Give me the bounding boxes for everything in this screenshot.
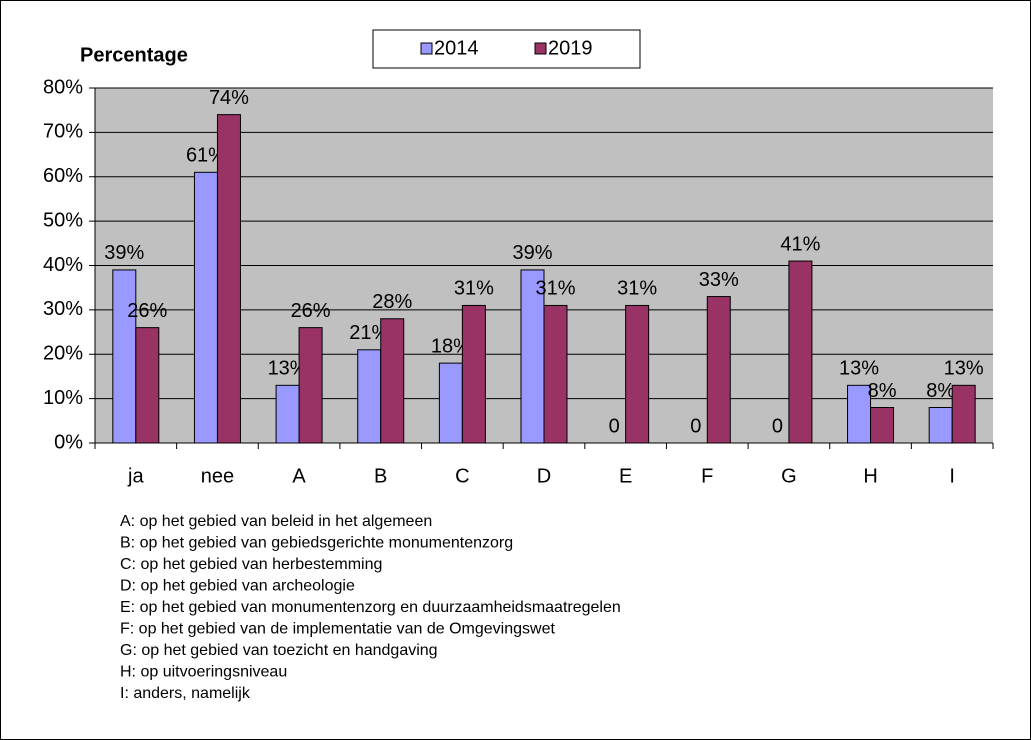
bar	[112, 269, 137, 444]
x-tick-label: C	[455, 465, 469, 487]
value-label: 41%	[780, 233, 820, 255]
note: A: op het gebied van beleid in het algem…	[120, 513, 432, 530]
bar	[380, 318, 405, 444]
legend-swatch	[420, 42, 433, 55]
y-tick-label: 80%	[43, 76, 83, 98]
legend-swatch	[534, 42, 547, 55]
y-tick-label: 10%	[43, 387, 83, 409]
y-axis-title: Percentage	[80, 44, 188, 66]
value-label: 0	[772, 415, 783, 437]
value-label: 74%	[209, 87, 249, 109]
value-label: 13%	[839, 358, 879, 380]
bar	[870, 407, 895, 444]
value-label: 31%	[617, 278, 657, 300]
note: F: op het gebied van de implementatie va…	[120, 621, 555, 638]
bar	[216, 114, 241, 444]
bar	[357, 349, 382, 444]
y-tick-label: 30%	[43, 298, 83, 320]
bar	[788, 260, 813, 444]
bar	[461, 304, 486, 444]
bar	[298, 327, 323, 444]
value-label: 26%	[291, 300, 331, 322]
legend-label: 2014	[434, 37, 479, 59]
y-tick-label: 50%	[43, 209, 83, 231]
x-tick-label: B	[374, 465, 387, 487]
x-tick-label: E	[619, 465, 632, 487]
x-tick-label: A	[292, 465, 306, 487]
bar	[543, 304, 568, 444]
value-label: 39%	[512, 242, 552, 264]
x-tick-label: H	[863, 465, 877, 487]
bar	[951, 384, 976, 444]
value-label: 13%	[944, 358, 984, 380]
y-tick-label: 20%	[43, 343, 83, 365]
x-tick-label: ja	[127, 465, 144, 487]
x-tick-label: I	[949, 465, 955, 487]
y-tick-label: 40%	[43, 254, 83, 276]
legend	[372, 29, 641, 69]
note: G: op het gebied van toezicht en handgav…	[120, 642, 438, 659]
value-label: 13%	[268, 358, 308, 380]
value-label: 8%	[926, 380, 955, 402]
bar	[438, 362, 463, 444]
note: C: op het gebied van herbestemming	[120, 556, 382, 573]
value-label: 0	[690, 415, 701, 437]
value-label: 31%	[535, 278, 575, 300]
bar	[193, 171, 218, 444]
bar	[135, 327, 160, 444]
x-tick-label: G	[781, 465, 797, 487]
x-tick-label: F	[701, 465, 713, 487]
note: E: op het gebied van monumentenzorg en d…	[120, 599, 621, 616]
bar	[625, 304, 650, 444]
value-label: 28%	[372, 291, 412, 313]
bar	[706, 296, 731, 444]
value-label: 33%	[699, 269, 739, 291]
value-label: 61%	[186, 145, 226, 167]
y-tick-label: 0%	[54, 431, 83, 453]
note: H: op uitvoeringsniveau	[120, 664, 287, 681]
note: D: op het gebied van archeologie	[120, 578, 355, 595]
value-label: 31%	[454, 278, 494, 300]
value-label: 0	[609, 415, 620, 437]
x-tick-label: nee	[201, 465, 234, 487]
value-label: 21%	[349, 322, 389, 344]
value-label: 8%	[868, 380, 897, 402]
y-tick-label: 70%	[43, 121, 83, 143]
legend-label: 2019	[548, 37, 593, 59]
value-label: 39%	[104, 242, 144, 264]
note: B: op het gebied van gebiedsgerichte mon…	[120, 535, 513, 552]
value-label: 18%	[431, 335, 471, 357]
bar	[275, 384, 300, 444]
value-label: 26%	[127, 300, 167, 322]
bar	[928, 407, 953, 444]
x-tick-label: D	[537, 465, 551, 487]
y-tick-label: 60%	[43, 165, 83, 187]
note: I: anders, namelijk	[120, 685, 251, 702]
